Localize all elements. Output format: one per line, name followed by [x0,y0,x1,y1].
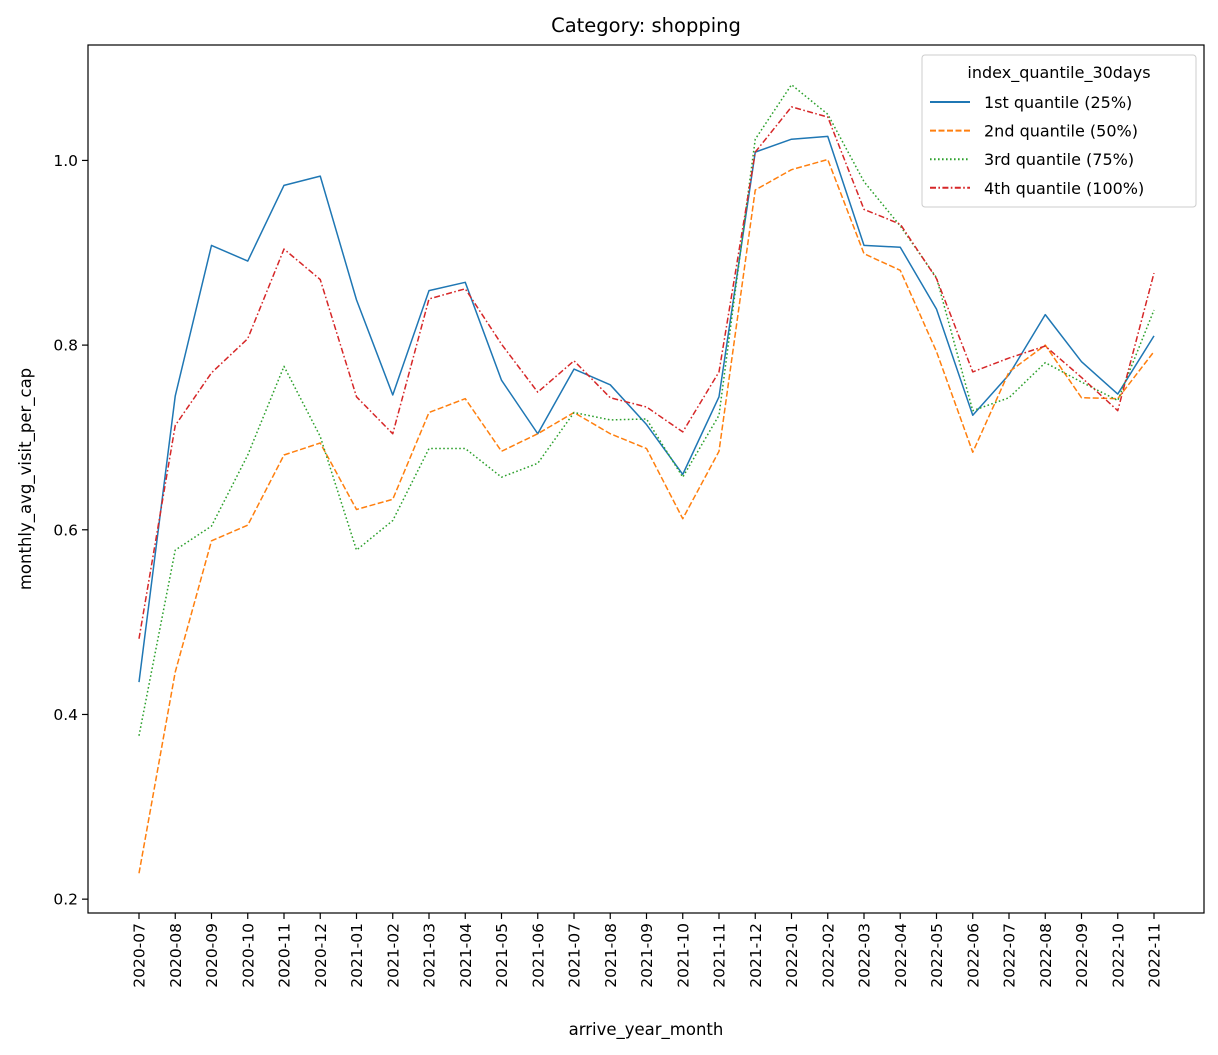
x-tick-label: 2021-04 [457,923,475,988]
x-tick-label: 2021-09 [638,923,656,988]
x-tick-label: 2021-02 [384,923,402,988]
x-tick-label: 2022-01 [783,923,801,988]
x-tick-label: 2021-06 [529,923,547,988]
x-tick-label: 2021-05 [493,923,511,988]
x-axis: 2020-07 2020-08 2020-09 2020-10 2020-11 2020-… [131,913,1164,988]
x-tick-label: 2020-09 [203,923,221,988]
x-tick-label: 2021-11 [711,923,729,988]
x-tick-label: 2022-08 [1037,923,1055,988]
y-tick-label: 0.8 [53,337,78,355]
legend-label-3: 3rd quantile (75%) [984,150,1134,169]
y-axis: 0.2 0.4 0.6 0.8 1.0 [53,152,88,909]
series-line-3 [138,83,1155,736]
x-tick-label: 2022-03 [856,923,874,988]
x-tick-label: 2020-07 [131,923,149,988]
x-tick-label: 2022-05 [928,923,946,988]
x-tick-label: 2022-02 [819,923,837,988]
x-tick-label: 2021-10 [674,923,692,988]
x-tick-label: 2020-10 [239,923,257,988]
x-tick-label: 2020-08 [167,923,185,988]
y-tick-label: 0.6 [53,521,78,539]
x-tick-label: 2022-09 [1073,923,1091,988]
x-axis-label: arrive_year_month [569,1020,724,1040]
x-tick-label: 2021-08 [602,923,620,988]
y-tick-label: 0.2 [53,891,78,909]
series-line-2 [138,158,1155,874]
x-tick-label: 2021-01 [348,923,366,988]
x-tick-label: 2022-10 [1109,923,1127,988]
x-tick-label: 2022-04 [892,923,910,988]
chart-title: Category: shopping [551,14,741,37]
legend-box [921,54,1197,208]
legend: index_quantile_30days 1st quantile (25%)… [921,54,1197,208]
legend-label-1: 1st quantile (25%) [984,93,1132,112]
y-tick-label: 0.4 [53,706,78,724]
legend-label-4: 4th quantile (100%) [984,179,1144,198]
x-tick-label: 2021-07 [566,923,584,988]
x-tick-label: 2022-11 [1146,923,1164,988]
x-tick-label: 2021-12 [747,923,765,988]
series-line-1 [138,135,1155,683]
legend-label-2: 2nd quantile (50%) [984,122,1138,141]
series-lines [138,83,1155,874]
x-tick-label: 2021-03 [421,923,439,988]
x-tick-label: 2020-12 [312,923,330,988]
x-tick-label: 2020-11 [276,923,294,988]
y-axis-label: monthly_avg_visit_per_cap [16,368,36,590]
x-tick-label: 2022-07 [1001,923,1019,988]
legend-title: index_quantile_30days [967,63,1150,83]
series-line-4 [138,106,1155,639]
x-tick-label: 2022-06 [964,923,982,988]
y-tick-label: 1.0 [53,152,78,170]
